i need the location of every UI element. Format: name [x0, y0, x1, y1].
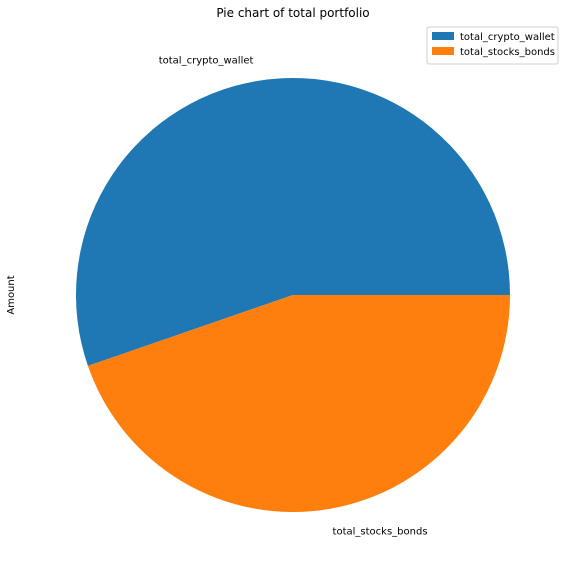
legend-swatch-total-stocks-bonds: [432, 47, 454, 55]
pie-slice-total-crypto-wallet: [76, 78, 511, 366]
slice-label-total-stocks-bonds: total_stocks_bonds: [333, 526, 428, 537]
pie-slice-labels: total_crypto_wallet total_stocks_bonds: [159, 56, 428, 538]
legend-swatch-total-crypto-wallet: [432, 32, 454, 40]
y-axis-label: Amount: [6, 275, 17, 314]
legend-box: [426, 26, 559, 65]
legend: total_crypto_wallet total_stocks_bonds: [426, 26, 559, 65]
legend-label-total-crypto-wallet: total_crypto_wallet: [460, 32, 555, 43]
slice-label-total-crypto-wallet: total_crypto_wallet: [159, 56, 254, 67]
legend-label-total-stocks-bonds: total_stocks_bonds: [460, 47, 555, 58]
chart-title: Pie chart of total portfolio: [216, 6, 369, 20]
pie-slice-total-stocks-bonds: [87, 295, 510, 513]
pie-slices: [76, 78, 511, 513]
